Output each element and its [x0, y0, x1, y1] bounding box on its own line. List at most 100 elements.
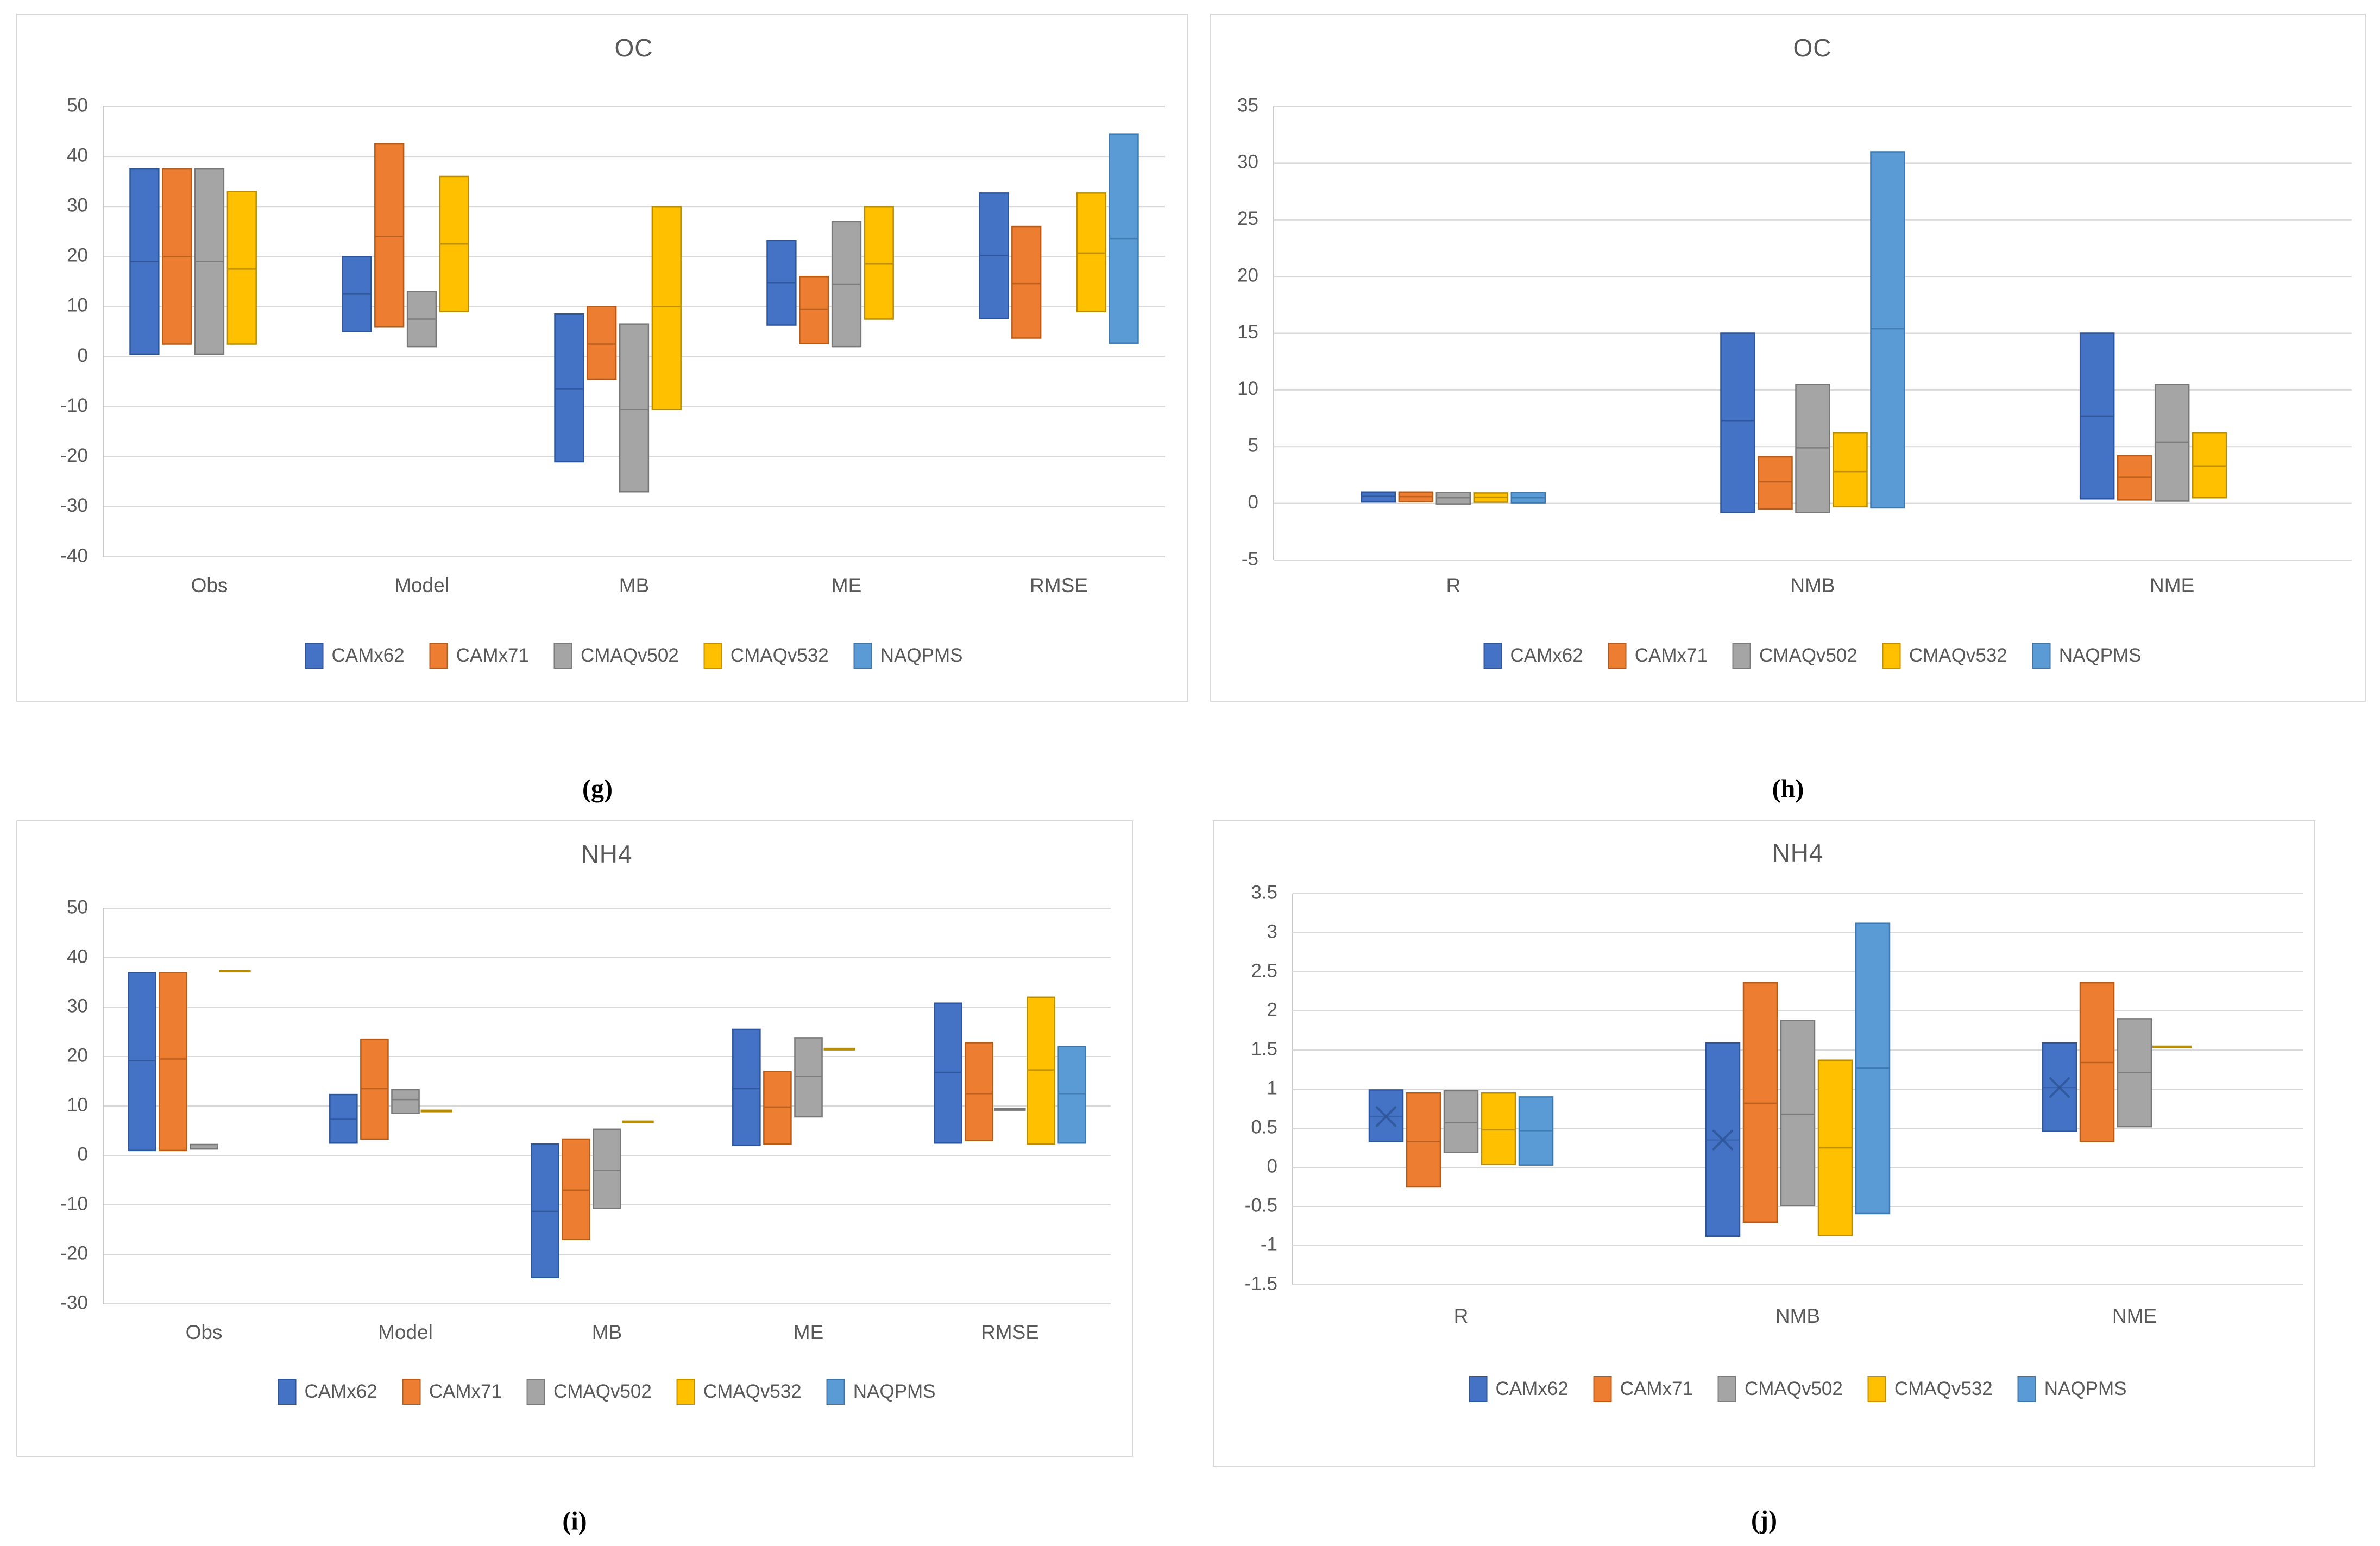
- legend-item-CAMx62: CAMx62: [278, 1379, 377, 1405]
- x-category-label: Model: [378, 1321, 433, 1343]
- legend-swatch-icon: [1867, 1376, 1886, 1402]
- x-category-label: ME: [794, 1321, 824, 1343]
- y-tick-label: 0.5: [1251, 1116, 1277, 1137]
- y-tick-label: 25: [1237, 208, 1258, 229]
- legend-label: CMAQv502: [553, 1381, 652, 1402]
- bar-j-R-CAMx71: [1406, 1092, 1441, 1188]
- legend-label: CMAQv532: [1894, 1378, 1993, 1399]
- bar-g-MB-CAMx62: [554, 313, 584, 463]
- legend-swatch-icon: [1593, 1376, 1612, 1402]
- legend-item-CAMx62: CAMx62: [1483, 643, 1583, 669]
- x-category-label: NME: [2112, 1305, 2157, 1327]
- x-category-label: RMSE: [1030, 574, 1088, 596]
- legend-item-CAMx71: CAMx71: [1593, 1376, 1693, 1402]
- x-category-label: NMB: [1775, 1305, 1820, 1327]
- bar-i-RMSE-CAMx71: [965, 1042, 993, 1141]
- bar-i-RMSE-CMAQv532: [1027, 996, 1055, 1145]
- y-tick-label: -5: [1242, 548, 1258, 569]
- x-category-label: Obs: [186, 1321, 223, 1343]
- x-category-label: NMB: [1790, 574, 1835, 596]
- chart-title-g: OC: [614, 34, 653, 62]
- legend-label: CMAQv502: [580, 645, 679, 666]
- legend-swatch-icon: [826, 1379, 845, 1405]
- bar-j-NMB-CAMx71: [1742, 982, 1778, 1223]
- x-category-label: MB: [619, 574, 650, 596]
- bar-g-Obs-CMAQv532: [226, 191, 257, 345]
- legend-label: CMAQv532: [1909, 645, 2007, 666]
- legend-swatch-icon: [2032, 643, 2051, 669]
- legend-swatch-icon: [676, 1379, 695, 1405]
- y-tick-label: 50: [67, 95, 88, 116]
- bar-i-Obs-CAMx62: [128, 972, 156, 1152]
- y-tick-label: 5: [1248, 435, 1258, 456]
- y-tick-label: 2: [1267, 999, 1277, 1020]
- y-tick-label: 30: [67, 995, 88, 1016]
- x-category-label: Model: [394, 574, 449, 596]
- panel-h: [1210, 14, 2366, 702]
- legend-item-CMAQv502: CMAQv502: [1717, 1376, 1843, 1402]
- y-tick-label: 0: [78, 1143, 88, 1165]
- caption-g: (g): [582, 774, 613, 803]
- legend-j: CAMx62 CAMx71 CMAQv502 CMAQv532 NAQPMS: [1469, 1376, 2126, 1402]
- legend-swatch-icon: [278, 1379, 297, 1405]
- legend-label: CAMx71: [1620, 1378, 1693, 1399]
- legend-swatch-icon: [553, 643, 572, 669]
- bar-h-NMB-NAQPMS: [1870, 151, 1905, 509]
- legend-swatch-icon: [1717, 1376, 1736, 1402]
- legend-item-CMAQv532: CMAQv532: [676, 1379, 802, 1405]
- bar-dash-i-RMSE-CMAQv502: [994, 1108, 1026, 1111]
- y-tick-label: 20: [67, 245, 88, 266]
- legend-swatch-icon: [853, 643, 872, 669]
- x-category-label: MB: [592, 1321, 622, 1343]
- legend-swatch-icon: [526, 1379, 545, 1405]
- legend-item-NAQPMS: NAQPMS: [2017, 1376, 2126, 1402]
- legend-label: CMAQv532: [703, 1381, 802, 1402]
- bar-dash-i-Model-CMAQv532: [420, 1109, 452, 1113]
- y-tick-label: 10: [67, 295, 88, 316]
- legend-label: NAQPMS: [2058, 645, 2142, 666]
- y-tick-label: -30: [60, 1292, 88, 1313]
- bar-dash-i-ME-CMAQv532: [823, 1047, 855, 1051]
- bar-h-R-CAMx62: [1361, 491, 1396, 503]
- legend-h: CAMx62 CAMx71 CMAQv502 CMAQv532 NAQPMS: [1483, 643, 2142, 669]
- y-tick-label: 40: [67, 144, 88, 166]
- chart-title-i: NH4: [581, 840, 633, 868]
- legend-label: NAQPMS: [853, 1381, 936, 1402]
- y-tick-label: 30: [1237, 152, 1258, 173]
- legend-item-CMAQv502: CMAQv502: [526, 1379, 652, 1405]
- y-tick-label: 20: [1237, 265, 1258, 286]
- bar-g-MB-CMAQv502: [619, 323, 650, 493]
- bar-g-MB-CAMx71: [587, 306, 617, 380]
- legend-item-CMAQv532: CMAQv532: [1882, 643, 2007, 669]
- caption-i: (i): [562, 1506, 587, 1536]
- legend-swatch-icon: [1882, 643, 1901, 669]
- legend-item-CMAQv502: CMAQv502: [553, 643, 679, 669]
- legend-item-CAMx71: CAMx71: [429, 643, 529, 669]
- legend-label: CAMx62: [1510, 645, 1583, 666]
- x-category-label: Obs: [191, 574, 228, 596]
- y-tick-label: 1.5: [1251, 1038, 1277, 1059]
- bar-i-RMSE-CAMx62: [934, 1002, 962, 1144]
- y-tick-label: -0.5: [1245, 1195, 1277, 1216]
- y-tick-label: 0: [78, 345, 88, 366]
- y-tick-label: -40: [60, 545, 88, 566]
- legend-label: CAMx62: [331, 645, 405, 666]
- bar-dash-i-Obs-CMAQv532: [219, 970, 251, 973]
- y-tick-label: 10: [1237, 378, 1258, 399]
- legend-i: CAMx62 CAMx71 CMAQv502 CMAQv532 NAQPMS: [278, 1379, 936, 1405]
- bar-i-MB-CAMx71: [562, 1138, 590, 1240]
- bar-i-Model-CMAQv502: [391, 1089, 420, 1114]
- bar-j-R-CMAQv502: [1443, 1090, 1479, 1153]
- x-category-label: ME: [832, 574, 862, 596]
- bar-h-NMB-CAMx62: [1720, 332, 1755, 513]
- legend-swatch-icon: [1483, 643, 1502, 669]
- y-tick-label: -10: [60, 1193, 88, 1214]
- legend-g: CAMx62 CAMx71 CMAQv502 CMAQv532 NAQPMS: [305, 643, 962, 669]
- legend-label: CMAQv502: [1759, 645, 1858, 666]
- bar-i-ME-CAMx62: [732, 1028, 761, 1147]
- legend-swatch-icon: [305, 643, 324, 669]
- y-tick-label: -20: [60, 1242, 88, 1264]
- y-tick-label: 40: [67, 946, 88, 967]
- legend-swatch-icon: [402, 1379, 421, 1405]
